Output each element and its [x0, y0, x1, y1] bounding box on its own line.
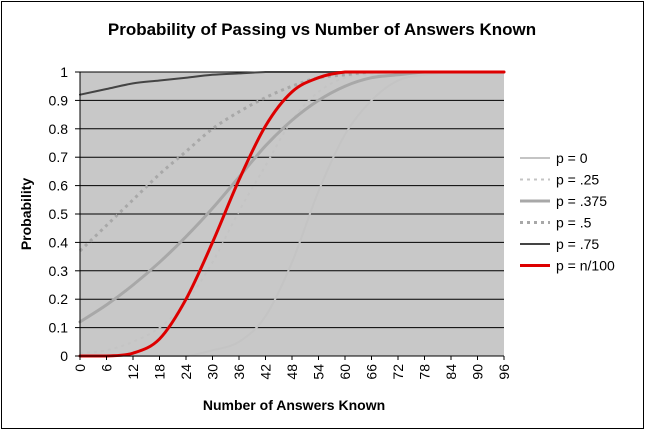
x-tick-label: 54 [311, 364, 327, 380]
legend-label: p = .25 [556, 172, 599, 188]
y-tick-label: 0.4 [49, 234, 69, 250]
x-tick-label: 84 [443, 364, 459, 380]
x-tick-label: 6 [99, 364, 115, 372]
x-axis-ticks: 0 6 12 18 24 30 36 42 48 54 60 66 72 78 84 90 96 [72, 356, 512, 380]
y-tick-label: 0.3 [49, 263, 69, 279]
legend: p = 0 p = .25 p = .375 p = .5 p = .75 p = n/1… [520, 150, 615, 274]
x-tick-label: 48 [284, 364, 300, 380]
y-tick-label: 0.9 [49, 92, 69, 108]
x-tick-label: 90 [470, 364, 486, 380]
x-tick-label: 66 [364, 364, 380, 380]
x-tick-label: 78 [417, 364, 433, 380]
y-tick-label: 0.2 [49, 291, 69, 307]
x-tick-label: 30 [205, 364, 221, 380]
grid-lines [80, 71, 504, 329]
legend-label: p = n/100 [556, 258, 615, 274]
y-tick-label: 0.7 [49, 149, 69, 165]
x-tick-label: 24 [178, 364, 194, 380]
x-axis-title: Number of Answers Known [203, 397, 385, 413]
y-tick-label: 0.5 [49, 206, 69, 222]
legend-label: p = .375 [556, 193, 607, 209]
y-axis-ticks: 0 0.1 0.2 0.3 0.4 0.5 0.6 0.7 0.8 0.9 1 [49, 64, 80, 364]
x-tick-label: 0 [72, 364, 88, 372]
x-tick-label: 12 [125, 364, 141, 380]
x-tick-label: 96 [496, 364, 512, 380]
x-tick-label: 42 [258, 364, 274, 380]
series-line-5 [78, 70, 506, 358]
x-tick-label: 18 [152, 364, 168, 380]
y-tick-label: 0.8 [49, 121, 69, 137]
chart-title: Probability of Passing vs Number of Answ… [108, 20, 536, 39]
x-tick-label: 36 [231, 364, 247, 380]
legend-label: p = .75 [556, 236, 599, 252]
y-tick-label: 0.6 [49, 178, 69, 194]
y-tick-label: 1 [60, 64, 68, 80]
legend-label: p = .5 [556, 215, 592, 231]
series-line-3 [78, 70, 504, 252]
x-tick-label: 60 [337, 364, 353, 380]
x-tick-label: 72 [390, 364, 406, 380]
y-tick-label: 0 [60, 348, 68, 364]
y-axis-title: Probability [18, 178, 34, 251]
y-tick-label: 0.1 [49, 320, 69, 336]
legend-label: p = 0 [556, 150, 588, 166]
